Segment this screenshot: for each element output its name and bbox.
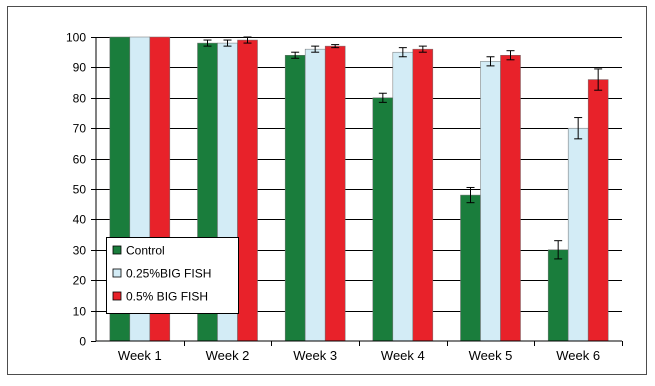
legend-label: 0.25%BIG FISH (126, 267, 211, 281)
y-tick-label: 20 (73, 274, 87, 288)
y-tick-label: 90 (73, 61, 87, 75)
bar (500, 54, 521, 342)
bar (480, 61, 501, 342)
x-tick-label: Week 6 (556, 348, 600, 363)
legend-box (106, 237, 239, 314)
y-tick-label: 30 (73, 244, 87, 258)
y-tick-label: 0 (79, 335, 86, 349)
bar (284, 54, 306, 342)
x-tick-label: Week 4 (381, 348, 425, 363)
legend-swatch (112, 291, 122, 301)
y-tick-label: 60 (73, 153, 87, 167)
legend: Control 0.25%BIG FISH 0.5% BIG FISH (106, 237, 239, 314)
x-tick-label: Week 1 (118, 348, 162, 363)
y-tick-labels: 0 10 20 30 40 50 60 70 80 90 100 (66, 31, 96, 349)
y-tick-label: 80 (73, 92, 87, 106)
bar (372, 97, 394, 342)
y-tick-label: 40 (73, 213, 87, 227)
legend-swatch (112, 245, 122, 255)
y-tick-label: 10 (73, 305, 87, 319)
bar (237, 39, 258, 342)
legend-swatch (112, 268, 122, 278)
legend-label: Control (126, 244, 165, 258)
x-tick-label: Week 5 (469, 348, 513, 363)
bar (460, 194, 481, 342)
y-tick-label: 70 (73, 122, 87, 136)
x-tick-labels: Week 1 Week 2 Week 3 Week 4 Week 5 Week 6 (118, 341, 623, 363)
bar (324, 45, 346, 342)
bar (567, 127, 589, 342)
legend-label: 0.5% BIG FISH (126, 290, 208, 304)
bar (304, 48, 326, 342)
y-tick-label: 50 (73, 183, 87, 197)
bar (547, 249, 569, 342)
x-tick-label: Week 3 (293, 348, 337, 363)
y-tick-label: 100 (66, 31, 86, 45)
bar (392, 51, 414, 342)
x-tick-label: Week 2 (206, 348, 250, 363)
bar (587, 79, 609, 342)
bar (412, 48, 434, 342)
